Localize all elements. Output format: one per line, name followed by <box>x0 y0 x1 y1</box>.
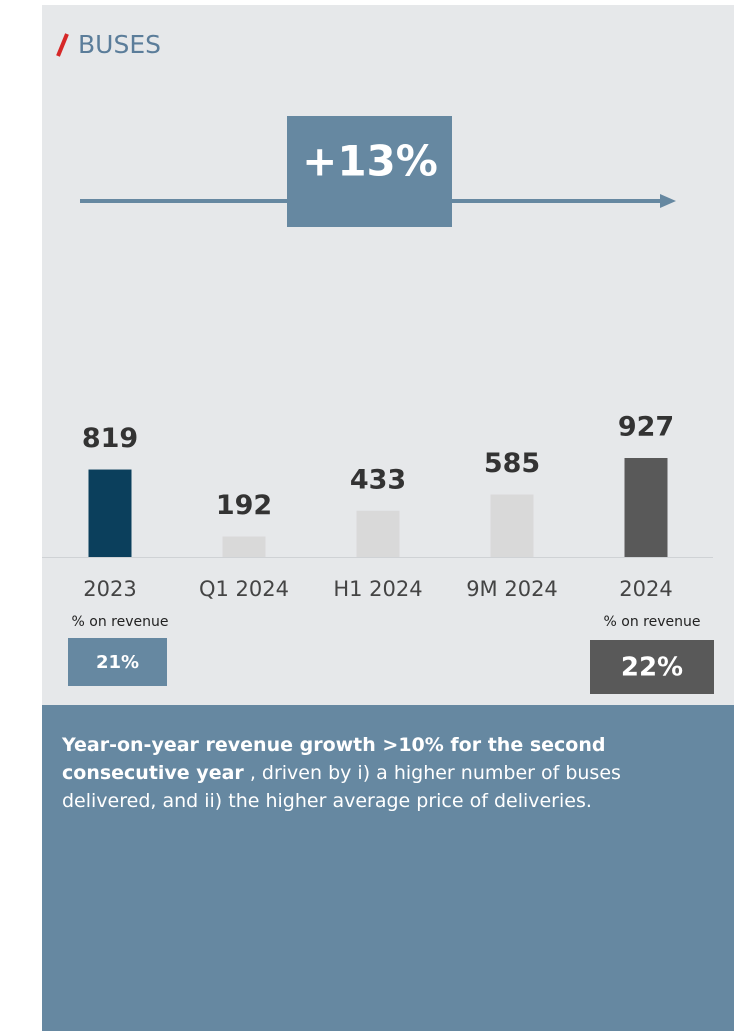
bar <box>222 536 266 557</box>
growth-box <box>287 116 452 227</box>
x-tick-label: 2024 <box>619 577 672 601</box>
value-label: 433 <box>350 464 406 495</box>
share-label: 21% <box>96 652 139 673</box>
bar <box>490 494 534 557</box>
x-tick-label: 2023 <box>83 577 136 601</box>
x-tick-label: 9M 2024 <box>466 577 558 601</box>
chart-title: BUSES <box>78 30 161 59</box>
share-label: 22% <box>621 653 683 683</box>
title-slash <box>56 33 69 57</box>
arrow-head <box>660 194 676 208</box>
share-caption: % on revenue <box>72 614 169 630</box>
bar <box>356 510 400 557</box>
share-caption: % on revenue <box>604 614 701 630</box>
value-label: 927 <box>618 412 674 443</box>
description-bold: Year-on-year revenue growth >10% for the… <box>62 734 606 784</box>
bar <box>88 469 132 557</box>
bar <box>624 458 668 557</box>
x-tick-label: Q1 2024 <box>199 577 289 601</box>
value-label: 585 <box>484 448 540 479</box>
value-label: 819 <box>82 423 138 454</box>
share-box <box>590 640 714 694</box>
x-tick-label: H1 2024 <box>333 577 422 601</box>
value-label: 192 <box>216 490 272 521</box>
bottom-panel <box>42 705 734 1031</box>
growth-label: +13% <box>302 137 438 186</box>
description-text: , driven by i) a higher number of buses … <box>62 762 621 812</box>
share-box <box>68 638 167 686</box>
description: Year-on-year revenue growth >10% for the… <box>62 731 712 815</box>
